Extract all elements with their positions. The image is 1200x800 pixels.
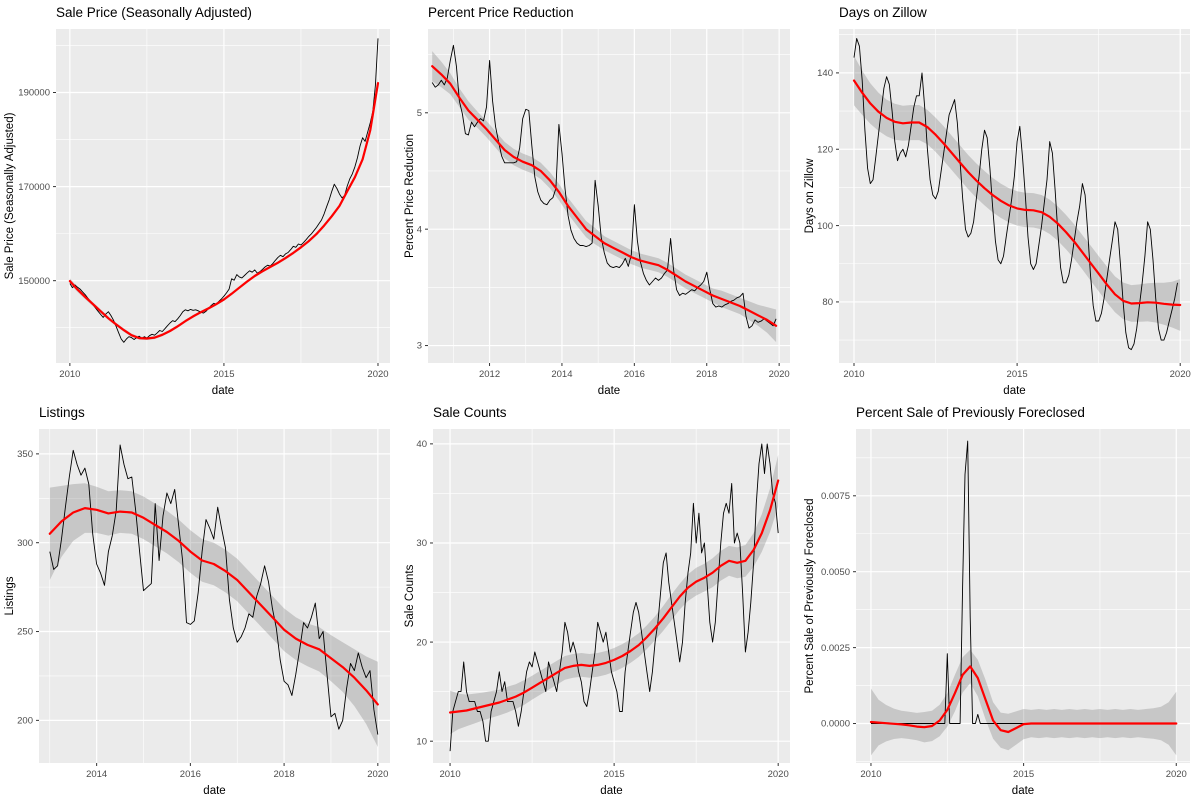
chart-percent-price-reduction: Percent Price Reduction 2012 2014 2016 2018… <box>400 0 800 400</box>
svg-text:2020: 2020 <box>769 369 790 380</box>
sale-price-plot: 2010 2015 2020 150000 170000 190000 date Sale P… <box>4 29 390 397</box>
svg-text:date: date <box>1012 785 1034 797</box>
svg-text:20: 20 <box>416 637 427 648</box>
chart-title: Sale Price (Seasonally Adjusted) <box>56 5 252 20</box>
chart-sale-counts: Sale Counts 2010 2015 2020 10 20 30 40 date Sale… <box>400 400 800 800</box>
svg-text:2018: 2018 <box>696 369 717 380</box>
chart-title: Sale Counts <box>433 405 507 420</box>
svg-text:350: 350 <box>17 449 33 460</box>
svg-text:80: 80 <box>822 297 833 308</box>
svg-text:2018: 2018 <box>274 769 295 780</box>
chart-title: Percent Price Reduction <box>428 5 574 20</box>
chart-days-on-zillow: Days on Zillow 2010 2015 2020 80 100 120 140 da… <box>800 0 1200 400</box>
svg-text:250: 250 <box>17 627 33 638</box>
svg-text:date: date <box>203 785 225 797</box>
svg-text:190000: 190000 <box>18 88 50 99</box>
svg-text:2014: 2014 <box>86 769 107 780</box>
svg-text:2020: 2020 <box>367 369 388 380</box>
svg-text:2014: 2014 <box>551 369 572 380</box>
svg-text:date: date <box>600 785 622 797</box>
days-on-zillow-plot: 2010 2015 2020 80 100 120 140 date Days on Zillo… <box>804 29 1191 397</box>
svg-text:2020: 2020 <box>768 769 789 780</box>
percent-foreclosed-plot: 2010 2015 2020 0.0000 0.0025 0.0050 0.0075 date… <box>804 429 1190 797</box>
chart-title: Listings <box>39 405 85 420</box>
svg-text:2015: 2015 <box>213 369 234 380</box>
svg-text:Listings: Listings <box>4 576 16 615</box>
svg-text:200: 200 <box>17 716 33 727</box>
listings-plot: 2014 2016 2018 2020 200 250 300 350 date Listings <box>4 429 390 797</box>
svg-text:Percent Sale of Previously For: Percent Sale of Previously Foreclosed <box>804 499 816 694</box>
svg-text:300: 300 <box>17 538 33 549</box>
chart-sale-price: Sale Price (Seasonally Adjusted) 2010 201… <box>0 0 400 400</box>
svg-text:2015: 2015 <box>604 769 625 780</box>
svg-text:2010: 2010 <box>860 769 881 780</box>
svg-text:0.0025: 0.0025 <box>821 643 850 654</box>
svg-text:date: date <box>1003 385 1025 397</box>
svg-text:30: 30 <box>416 538 427 549</box>
svg-text:10: 10 <box>416 736 427 747</box>
svg-text:date: date <box>212 385 234 397</box>
svg-text:3: 3 <box>417 341 422 352</box>
svg-text:2015: 2015 <box>1013 769 1034 780</box>
svg-text:Sale Counts: Sale Counts <box>404 564 416 627</box>
svg-text:40: 40 <box>416 439 427 450</box>
chart-title: Days on Zillow <box>839 5 927 20</box>
svg-text:2016: 2016 <box>180 769 201 780</box>
svg-text:Percent Price Reduction: Percent Price Reduction <box>404 134 416 258</box>
svg-text:2012: 2012 <box>479 369 500 380</box>
chart-title: Percent Sale of Previously Foreclosed <box>856 405 1085 420</box>
svg-text:2010: 2010 <box>843 369 864 380</box>
svg-text:4: 4 <box>417 224 422 235</box>
svg-text:2020: 2020 <box>367 769 388 780</box>
svg-text:2020: 2020 <box>1170 369 1191 380</box>
chart-listings: Listings 2014 2016 2018 2020 200 250 300 350 dat… <box>0 400 400 800</box>
percent-price-reduction-plot: 2012 2014 2016 2018 2020 3 4 5 date Percent Price… <box>404 29 790 397</box>
svg-text:150000: 150000 <box>18 276 50 287</box>
svg-text:2010: 2010 <box>59 369 80 380</box>
sale-counts-plot: 2010 2015 2020 10 20 30 40 date Sale Counts <box>404 429 790 797</box>
svg-text:date: date <box>598 385 620 397</box>
svg-text:170000: 170000 <box>18 182 50 193</box>
svg-text:0.0000: 0.0000 <box>821 719 850 730</box>
svg-text:2015: 2015 <box>1007 369 1028 380</box>
svg-text:2020: 2020 <box>1166 769 1187 780</box>
svg-text:2016: 2016 <box>624 369 645 380</box>
svg-text:2010: 2010 <box>439 769 460 780</box>
svg-text:120: 120 <box>817 144 833 155</box>
svg-text:100: 100 <box>817 221 833 232</box>
svg-text:Days on Zillow: Days on Zillow <box>804 158 816 233</box>
svg-text:140: 140 <box>817 68 833 79</box>
svg-text:5: 5 <box>417 108 422 119</box>
chart-percent-foreclosed: Percent Sale of Previously Foreclosed 20… <box>800 400 1200 800</box>
svg-text:Sale Price (Seasonally Adjuste: Sale Price (Seasonally Adjusted) <box>4 112 16 279</box>
svg-text:0.0050: 0.0050 <box>821 567 850 578</box>
svg-text:0.0075: 0.0075 <box>821 491 850 502</box>
